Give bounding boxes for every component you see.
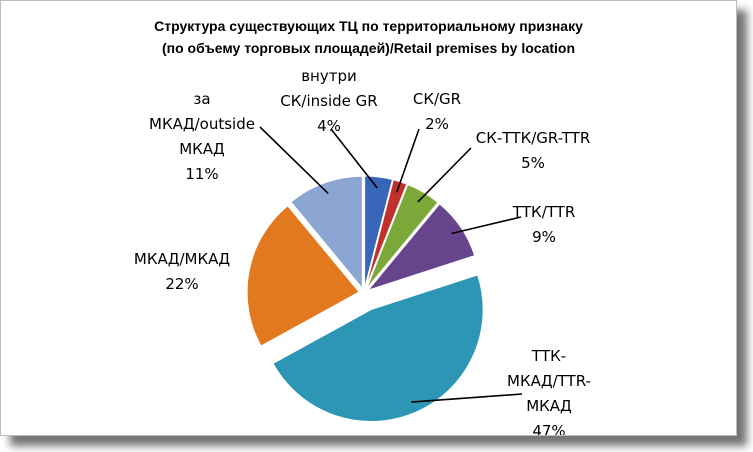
pie-slice-6	[290, 175, 363, 290]
slice-name-4-0: ТТК-	[531, 347, 566, 365]
leader-line-1	[395, 128, 420, 193]
pie-slice-2	[366, 183, 439, 290]
slice-label-0: внутри СК/inside GR 4%	[280, 67, 377, 135]
slice-name-2-0: СК-ТТК/GR-TTR	[476, 129, 591, 147]
slice-label-5: МКАД/МКАД 22%	[134, 250, 230, 293]
slice-name-0-0: внутри	[301, 67, 357, 85]
slice-value-4: 47%	[532, 422, 565, 435]
slice-labels: внутри СК/inside GR 4% СК/GR 2% СК-ТТК/GR-TTR…	[134, 67, 591, 435]
pie-slices	[246, 175, 484, 422]
leader-line-6	[259, 126, 329, 195]
slice-label-2: СК-ТТК/GR-TTR 5%	[476, 129, 591, 172]
pie-slice-0	[364, 175, 394, 289]
slice-name-5-0: МКАД/МКАД	[134, 250, 230, 268]
chart-title: Структура существующих ТЦ по территориал…	[1, 15, 736, 59]
slice-name-4-2: МКАД	[526, 397, 572, 415]
leader-line-2	[417, 147, 472, 203]
leader-line-3	[451, 216, 522, 235]
slice-name-3-0: ТТК/TTR	[512, 203, 576, 221]
slice-name-1-0: СК/GR	[413, 90, 461, 108]
slice-label-3: ТТК/TTR 9%	[512, 203, 576, 246]
slice-name-6-2: МКАД	[179, 140, 225, 158]
slice-value-5: 22%	[165, 275, 198, 293]
leader-line-0	[330, 128, 378, 189]
slice-value-6: 11%	[185, 165, 218, 183]
slice-value-1: 2%	[425, 115, 449, 133]
slice-value-0: 4%	[317, 117, 341, 135]
leader-line-4	[411, 393, 523, 403]
pie-chart: внутри СК/inside GR 4% СК/GR 2% СК-ТТК/GR-TTR…	[134, 67, 591, 435]
slice-name-0-1: СК/inside GR	[280, 92, 377, 110]
slice-label-4: ТТК- МКАД/TTR- МКАД 47%	[507, 347, 591, 435]
chart-title-line-1: Структура существующих ТЦ по территориал…	[154, 18, 583, 34]
slice-label-6: за МКАД/outside МКАД 11%	[149, 90, 255, 183]
slice-name-4-1: МКАД/TTR-	[507, 372, 591, 390]
pie-slice-3	[366, 203, 476, 292]
slice-value-3: 9%	[532, 228, 556, 246]
leader-lines	[259, 126, 523, 403]
slice-label-1: СК/GR 2%	[413, 90, 461, 133]
slice-value-2: 5%	[521, 154, 545, 172]
pie-slice-5	[246, 205, 360, 347]
slice-name-6-1: МКАД/outside	[149, 115, 255, 133]
pie-slice-4	[272, 274, 484, 422]
slice-name-6-0: за	[193, 90, 210, 108]
chart-frame: Структура существующих ТЦ по территориал…	[0, 0, 737, 436]
chart-title-line-2: (по объему торговых площадей)/Retail pre…	[161, 40, 576, 56]
